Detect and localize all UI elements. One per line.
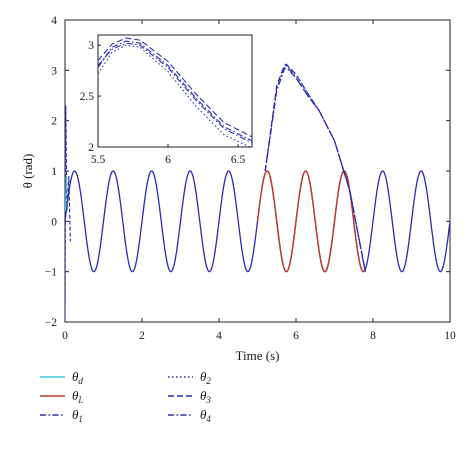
- inset-y-tick-label: 2: [88, 142, 94, 154]
- legend-subscript: 4: [206, 414, 211, 424]
- legend-label-d: θd: [72, 369, 83, 386]
- series-theta-3: [264, 63, 366, 272]
- series-theta-4: [264, 67, 366, 272]
- y-tick-label: 3: [51, 65, 57, 77]
- series-theta-2: [264, 64, 366, 272]
- inset-y-tick-label: 3: [88, 40, 94, 52]
- x-axis-label: Time (s): [236, 348, 280, 363]
- legend-label-1: θ1: [72, 407, 83, 424]
- inset-x-tick-label: 6.5: [231, 154, 246, 166]
- y-tick-label: −1: [45, 267, 57, 279]
- series-theta-1: [264, 64, 366, 272]
- inset-series-theta-4: [98, 40, 252, 142]
- y-tick-label: 0: [51, 216, 57, 228]
- inset-series-theta-2: [98, 44, 252, 147]
- x-tick-label: 0: [62, 330, 68, 342]
- legend-label-3: θ3: [200, 388, 211, 405]
- inset-x-tick-label: 5.5: [91, 154, 106, 166]
- legend-subscript: 2: [206, 376, 211, 386]
- legend-subscript: 1: [78, 414, 83, 424]
- legend-label-L: θL: [72, 388, 83, 405]
- x-tick-label: 10: [444, 330, 456, 342]
- x-tick-label: 4: [216, 330, 222, 342]
- y-tick-label: −2: [45, 317, 57, 329]
- inset-y-tick-label: 2.5: [80, 91, 95, 103]
- y-tick-label: 1: [51, 166, 57, 178]
- y-tick-label: 2: [51, 116, 57, 128]
- y-axis-label: θ (rad): [20, 154, 35, 189]
- plot-area: [65, 63, 450, 322]
- inset-series-theta-3: [98, 37, 252, 138]
- legend-subscript: L: [77, 395, 83, 405]
- inset-plot-area: [98, 37, 252, 147]
- y-tick-label: 4: [51, 15, 57, 27]
- legend-subscript: 3: [205, 395, 211, 405]
- series-theta-L: [256, 170, 366, 273]
- series-startup-transient: [65, 105, 71, 322]
- legend-label-4: θ4: [200, 407, 211, 424]
- legend-label-2: θ2: [200, 369, 211, 386]
- inset-x-tick-label: 6: [165, 154, 171, 166]
- inset-frame: [97, 34, 253, 148]
- x-tick-label: 8: [370, 330, 376, 342]
- series-theta-d-start: [65, 176, 68, 212]
- x-tick-label: 2: [139, 330, 145, 342]
- legend-subscript: d: [78, 376, 83, 386]
- inset-series-theta-1: [98, 42, 252, 144]
- x-tick-label: 6: [293, 330, 299, 342]
